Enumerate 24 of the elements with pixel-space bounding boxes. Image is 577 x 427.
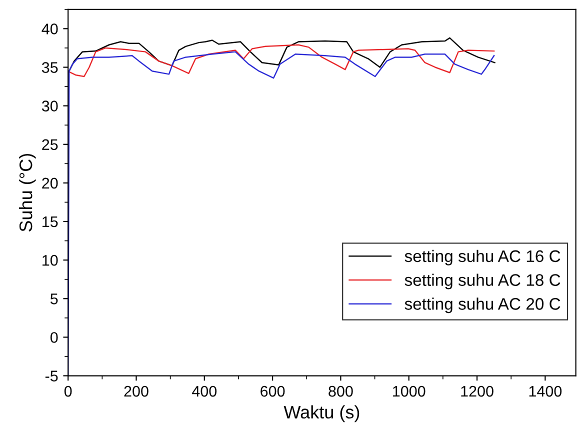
x-tick-label: 400: [192, 386, 217, 397]
x-tick-label: 0: [64, 386, 72, 397]
legend-label: setting suhu AC 20 C: [404, 298, 560, 314]
y-tick-label: 25: [42, 139, 58, 150]
x-tick-label: 1400: [529, 386, 562, 397]
x-tick-label: 800: [328, 386, 353, 397]
legend-label: setting suhu AC 18 C: [404, 274, 560, 290]
x-axis-title: Waktu (s): [284, 405, 360, 422]
y-tick-label: 35: [42, 62, 58, 73]
y-tick-label: 40: [42, 24, 58, 34]
legend-label: setting suhu AC 16 C: [404, 250, 560, 266]
x-tick-label: 1200: [461, 386, 494, 397]
x-tick-label: 1000: [393, 386, 426, 397]
y-tick-label: -5: [45, 370, 58, 382]
line-series: [68, 44, 495, 78]
x-tick-label: 200: [124, 386, 148, 397]
y-tick-label: 20: [42, 178, 58, 189]
y-tick-label: 5: [50, 294, 58, 304]
y-axis-title: Suhu (°C): [18, 154, 36, 232]
y-tick-label: 30: [42, 100, 58, 112]
y-tick-label: 15: [42, 216, 58, 228]
x-tick-label: 600: [260, 386, 285, 397]
y-tick-label: 10: [42, 254, 58, 266]
y-tick-label: 0: [50, 332, 58, 343]
